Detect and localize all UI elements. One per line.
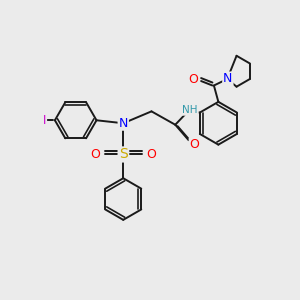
Text: N: N — [223, 73, 232, 85]
Text: S: S — [119, 148, 128, 161]
Text: NH: NH — [182, 105, 198, 115]
Text: O: O — [146, 148, 156, 161]
Text: O: O — [188, 74, 198, 86]
Text: O: O — [190, 138, 200, 152]
Text: O: O — [90, 148, 100, 161]
Text: I: I — [43, 114, 46, 127]
Text: N: N — [118, 117, 128, 130]
